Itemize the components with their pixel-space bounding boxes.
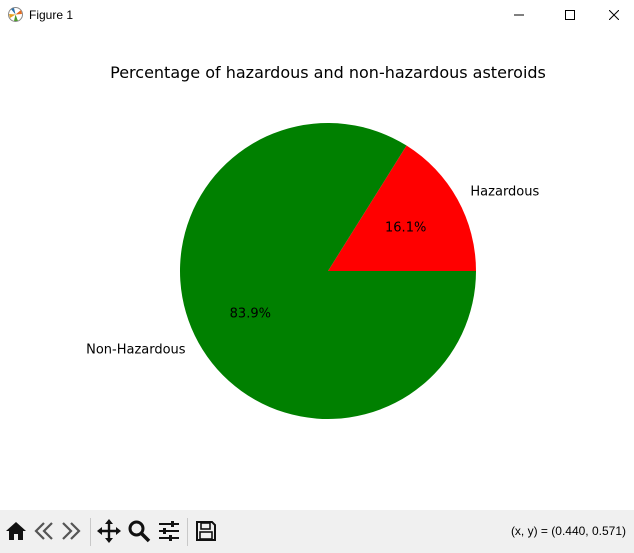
zoom-button[interactable] <box>126 518 152 544</box>
maximize-button[interactable] <box>547 0 593 30</box>
minimize-button[interactable] <box>496 0 542 30</box>
forward-icon <box>62 522 81 540</box>
configure-subplots-icon <box>159 521 179 541</box>
navigation-toolbar: (x, y) = (0.440, 0.571) <box>0 510 634 553</box>
pie-percent-label: 16.1% <box>385 220 426 235</box>
close-icon <box>609 10 619 20</box>
back-button[interactable] <box>31 518 57 544</box>
cursor-coordinates: (x, y) = (0.440, 0.571) <box>510 524 626 538</box>
matplotlib-app-icon <box>8 7 23 22</box>
save-icon <box>196 521 216 541</box>
forward-button[interactable] <box>58 518 84 544</box>
minimize-icon <box>514 14 524 16</box>
pie-chart: 16.1% Hazardous 83.9% Non-Hazardous <box>86 123 540 420</box>
zoom-icon <box>128 520 151 543</box>
pie-category-label: Non-Hazardous <box>86 342 186 357</box>
window-titlebar: Figure 1 <box>0 0 634 30</box>
pie-slice-hazardous <box>328 145 476 271</box>
toolbar-separator <box>90 518 91 546</box>
pie-percent-label: 83.9% <box>230 307 271 322</box>
pan-icon <box>97 519 121 543</box>
back-icon <box>34 522 53 540</box>
configure-subplots-button[interactable] <box>156 518 182 544</box>
pie-slice-non-hazardous <box>180 123 476 420</box>
home-button[interactable] <box>3 518 29 544</box>
close-button[interactable] <box>594 0 634 30</box>
maximize-icon <box>565 10 575 20</box>
save-button[interactable] <box>193 518 219 544</box>
pie-category-label: Hazardous <box>470 185 539 200</box>
home-icon <box>6 522 26 540</box>
figure-canvas[interactable]: Percentage of hazardous and non-hazardou… <box>0 30 634 510</box>
chart-title: Percentage of hazardous and non-hazardou… <box>110 63 546 82</box>
toolbar-separator <box>187 518 188 546</box>
window-title: Figure 1 <box>29 8 74 22</box>
pan-button[interactable] <box>96 518 122 544</box>
